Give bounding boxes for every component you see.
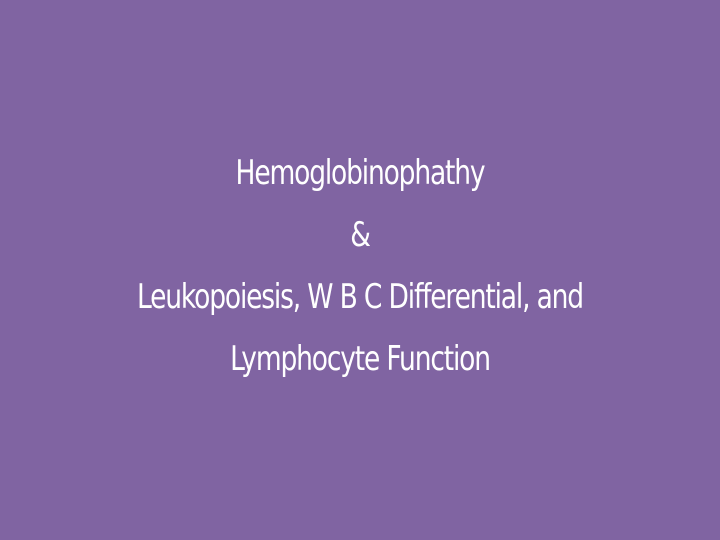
title-line-2: & bbox=[350, 215, 371, 255]
title-line-4: Lymphocyte Function bbox=[230, 339, 491, 379]
title-line-3: Leukopoiesis, W B C Differential, and bbox=[137, 277, 584, 317]
slide-title: Hemoglobinophathy & Leukopoiesis, W B C … bbox=[95, 142, 625, 390]
title-line-1: Hemoglobinophathy bbox=[235, 153, 486, 193]
